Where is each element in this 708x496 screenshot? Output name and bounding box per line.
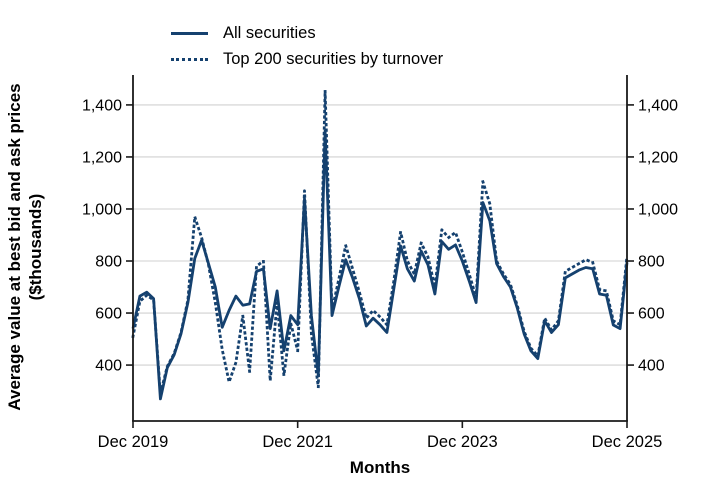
y-tick-label-right: 1,000 — [638, 201, 678, 218]
legend-label: All securities — [223, 24, 316, 42]
y-tick-label-left: 1,200 — [82, 149, 122, 166]
y-tick-label-left: 800 — [95, 254, 122, 271]
legend-label: Top 200 securities by turnover — [223, 50, 444, 68]
y-tick-label-right: 1,400 — [638, 97, 678, 114]
x-tick-label: Dec 2021 — [262, 433, 333, 451]
y-tick-label-left: 1,000 — [82, 201, 122, 218]
legend: All securities Top 200 securities by tur… — [171, 20, 443, 72]
y-tick-label-right: 800 — [638, 254, 665, 271]
legend-item-all-securities: All securities — [171, 20, 443, 46]
y-axis-title: Average value at best bid and ask prices… — [5, 83, 45, 411]
y-tick-label-right: 400 — [638, 358, 665, 375]
series-line-top-200-securities-by-turnover — [131, 89, 629, 396]
x-tick-label: Dec 2025 — [592, 433, 663, 451]
y-tick-label-left: 1,400 — [82, 97, 122, 114]
y-tick-label-right: 1,200 — [638, 149, 678, 166]
y-tick-label-left: 600 — [95, 306, 122, 323]
x-tick-label: Dec 2023 — [427, 433, 498, 451]
y-tick-label-right: 600 — [638, 306, 665, 323]
legend-swatch-solid-line — [171, 31, 208, 35]
x-tick-label: Dec 2019 — [98, 433, 169, 451]
legend-item-top-200-securities: Top 200 securities by turnover — [171, 46, 443, 72]
legend-swatch-dotted-line — [171, 57, 208, 61]
x-axis-title: Months — [349, 458, 411, 477]
y-tick-label-left: 400 — [95, 358, 122, 375]
